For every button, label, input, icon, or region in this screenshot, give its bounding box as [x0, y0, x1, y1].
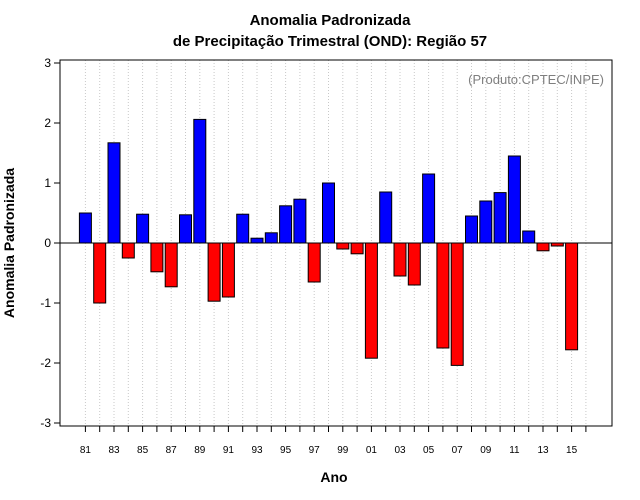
bar-92: [236, 213, 250, 244]
bar-07: [450, 242, 464, 366]
bar-12: [522, 230, 536, 244]
bar-95: [279, 205, 293, 244]
y-axis: -3 -2 -1 0 1 2 3: [40, 56, 60, 430]
x-tick-label: 83: [108, 445, 120, 456]
x-axis: 81 83 85 87 89 91 93 95 97 99 01 03 05 07 09 11 13 15: [80, 426, 587, 456]
x-tick-label: 87: [166, 445, 178, 456]
x-tick-label: 95: [280, 445, 292, 456]
bar-94: [264, 232, 278, 244]
bar-05: [422, 173, 436, 244]
bar-93: [250, 237, 264, 244]
bar-series: [78, 118, 579, 366]
x-tick-label: 01: [366, 445, 378, 456]
bar-02: [379, 191, 393, 244]
bar-82: [93, 242, 107, 304]
bar-00: [350, 242, 364, 255]
bar-04: [407, 242, 421, 286]
x-tick-label: 09: [480, 445, 492, 456]
bar-09: [479, 200, 493, 244]
x-tick-label: 11: [509, 445, 520, 456]
x-tick-label: 07: [452, 445, 464, 456]
bar-06: [436, 242, 450, 349]
bar-83: [107, 142, 121, 244]
bar-08: [465, 215, 478, 244]
x-tick-label: 91: [223, 445, 235, 456]
y-tick-label: 2: [44, 116, 51, 130]
y-tick-label: -3: [40, 416, 51, 430]
credit-annotation: (Produto:CPTEC/INPE): [468, 72, 604, 87]
y-tick-label: 3: [44, 56, 51, 70]
bar-84: [121, 242, 135, 259]
bar-85: [136, 213, 150, 244]
x-tick-label: 89: [194, 445, 206, 456]
y-tick-label: -1: [40, 296, 51, 310]
x-tick-label: 93: [251, 445, 263, 456]
bar-96: [293, 198, 307, 244]
bar-13: [536, 242, 550, 252]
y-tick-label: -2: [40, 356, 51, 370]
chart-title: Anomalia Padronizada: [250, 12, 412, 29]
y-axis-label: Anomalia Padronizada: [1, 168, 17, 318]
x-tick-label: 85: [137, 445, 149, 456]
bar-11: [507, 155, 521, 244]
bar-81: [78, 212, 92, 244]
x-tick-label: 97: [309, 445, 321, 456]
y-tick-label: 1: [44, 176, 51, 190]
x-tick-label: 81: [80, 445, 92, 456]
bar-87: [164, 242, 178, 288]
x-tick-label: 13: [537, 445, 549, 456]
bar-15: [565, 242, 579, 351]
bar-01: [364, 242, 378, 359]
chart-subtitle: de Precipitação Trimestral (OND): Região…: [173, 33, 487, 50]
bar-91: [221, 242, 235, 298]
y-tick-label: 0: [44, 236, 51, 250]
bar-97: [307, 242, 321, 283]
x-axis-label: Ano: [320, 469, 347, 485]
bar-86: [150, 242, 164, 273]
bar-88: [179, 214, 192, 244]
x-tick-label: 99: [337, 445, 349, 456]
bar-98: [322, 182, 335, 244]
x-tick-label: 03: [394, 445, 406, 456]
bar-03: [393, 242, 407, 277]
x-tick-label: 15: [566, 445, 578, 456]
x-tick-label: 05: [423, 445, 435, 456]
bar-10: [493, 192, 507, 244]
bar-99: [336, 242, 350, 250]
bar-89: [193, 118, 207, 244]
bar-90: [207, 242, 221, 302]
